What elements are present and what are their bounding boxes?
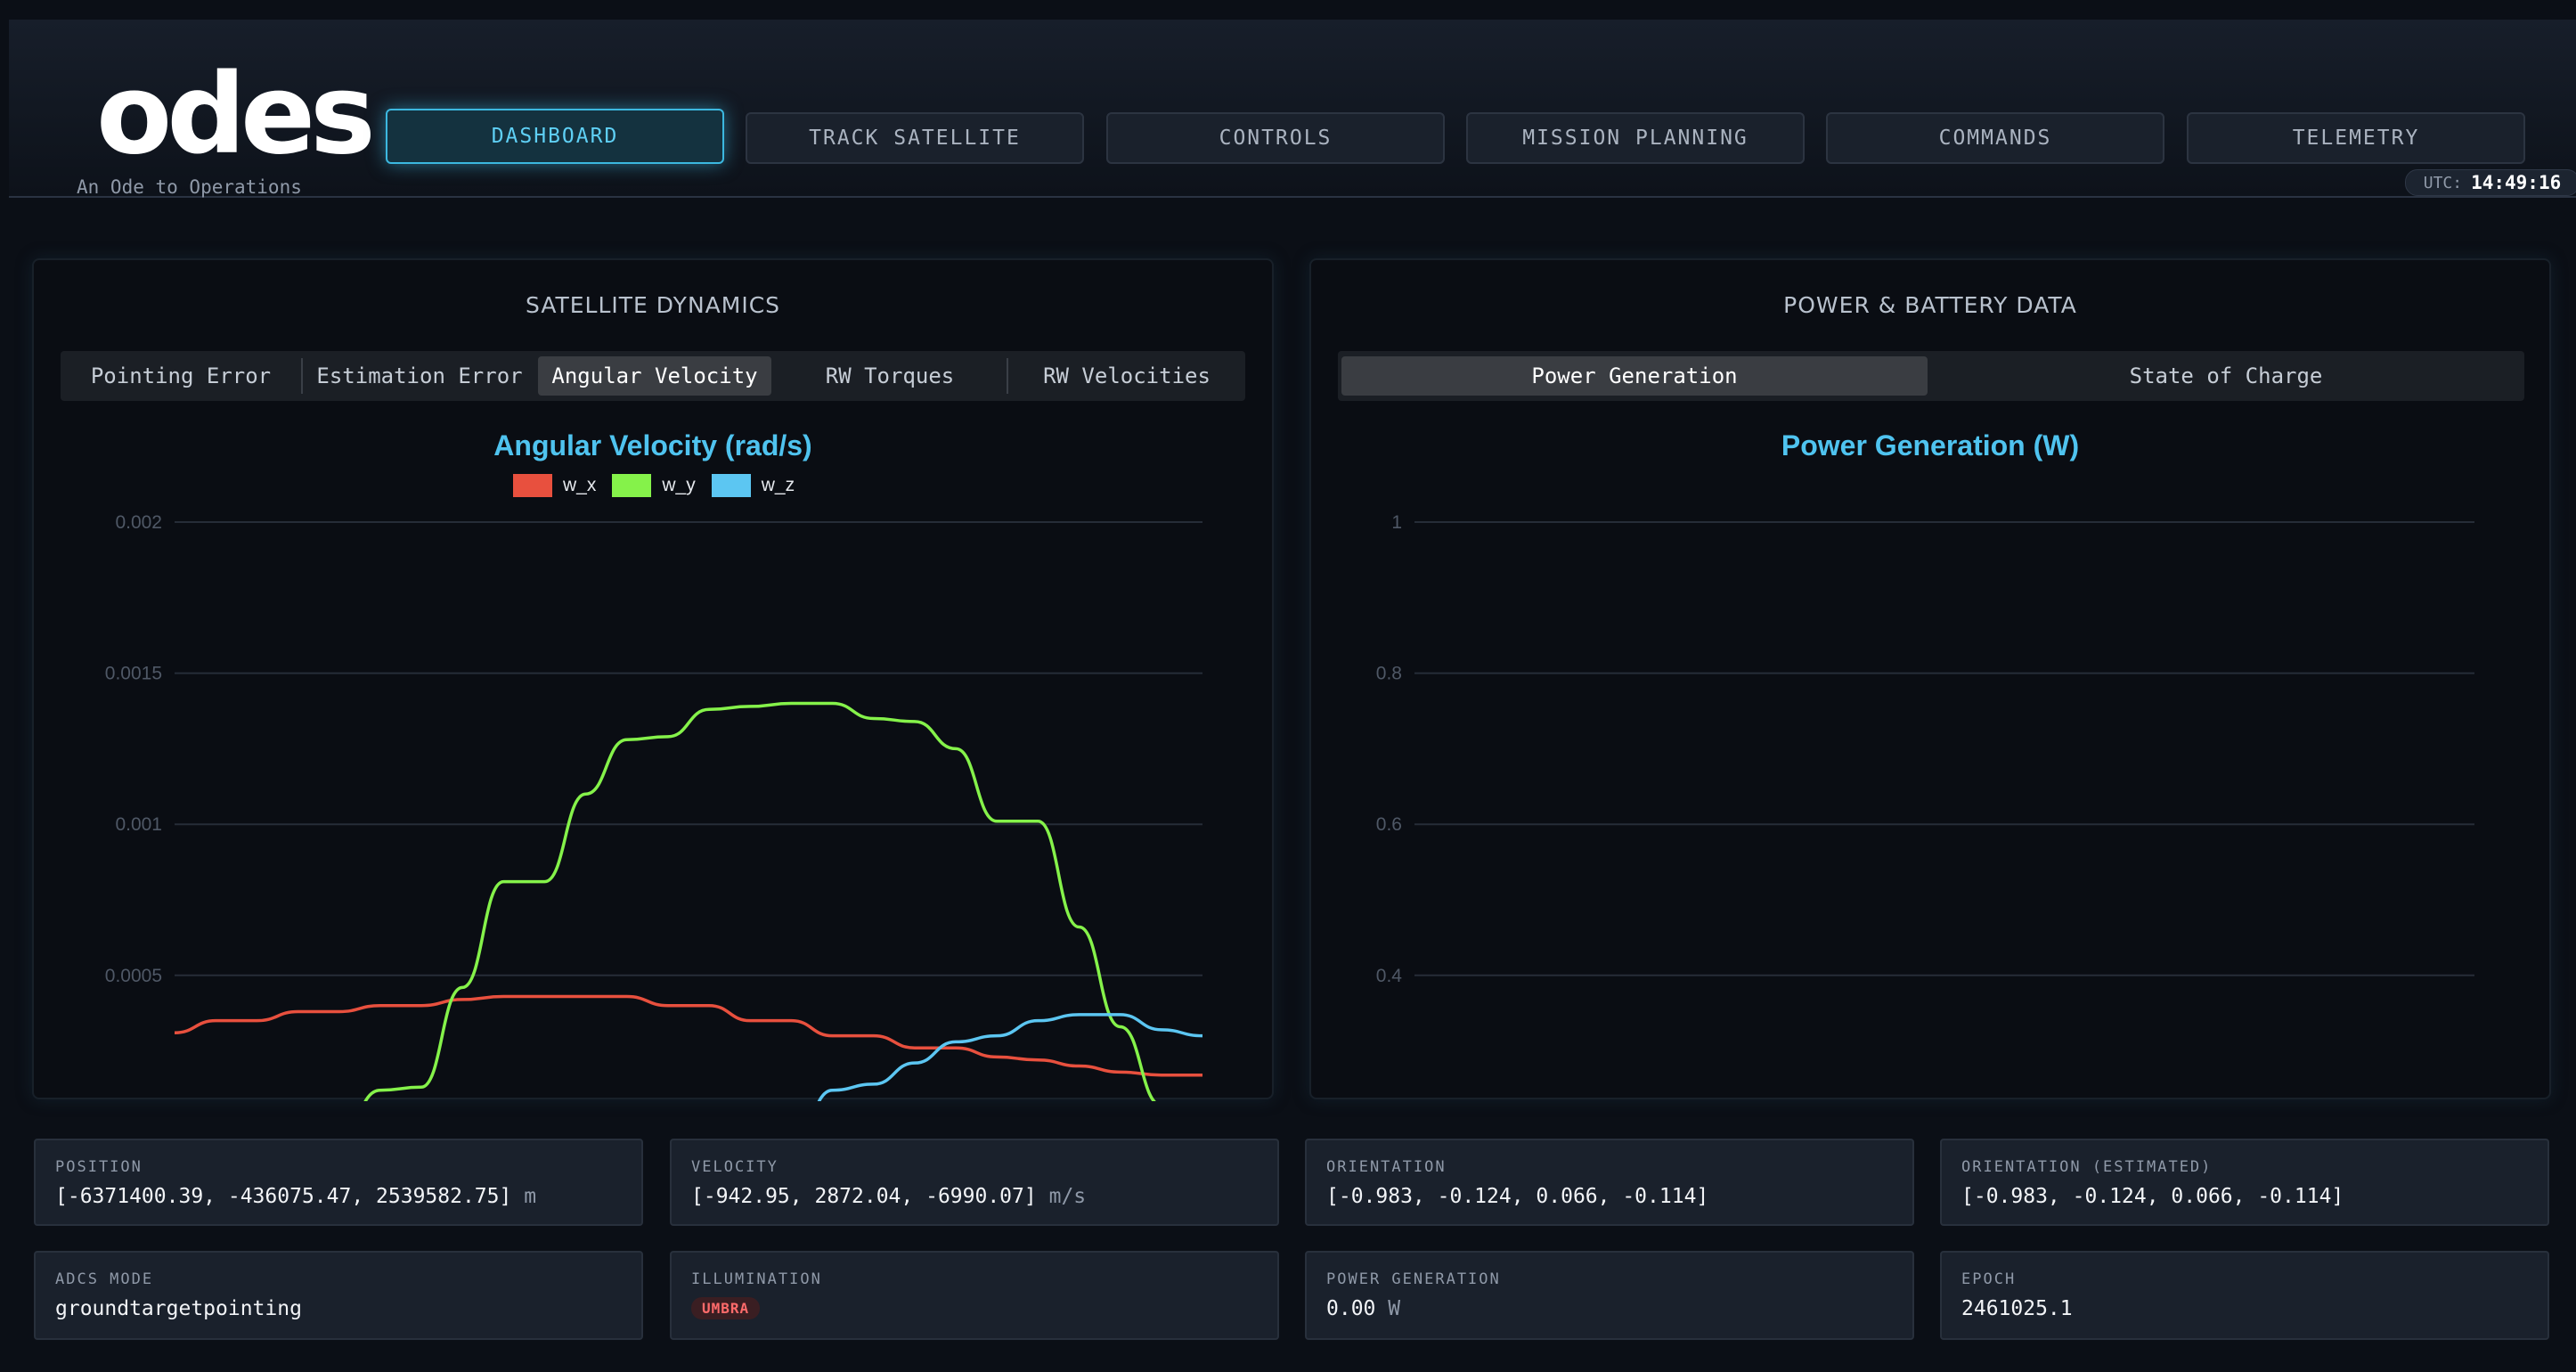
position-unit: m <box>524 1185 537 1208</box>
tab-divider <box>301 358 303 394</box>
legend-item-w-z[interactable]: w_z <box>711 474 795 497</box>
y-tick-label: 0.001 <box>115 814 162 835</box>
orientation-value: [-0.983, -0.124, 0.066, -0.114] <box>1326 1185 1709 1208</box>
velocity-card: VELOCITY [-942.95, 2872.04, -6990.07] m/… <box>670 1139 1279 1226</box>
orientation-estimated-value: [-0.983, -0.124, 0.066, -0.114] <box>1961 1185 2344 1208</box>
velocity-label: VELOCITY <box>691 1158 779 1176</box>
epoch-value: 2461025.1 <box>1961 1297 2073 1320</box>
odes-logo[interactable]: odes An Ode to Operations <box>77 57 376 198</box>
y-tick-label: 1 <box>1391 512 1402 533</box>
legend-item-w-y[interactable]: w_y <box>612 474 696 497</box>
satellite-dynamics-title: SATELLITE DYNAMICS <box>525 292 781 318</box>
dynamics-tab-bar: Pointing Error Estimation Error Angular … <box>61 351 1245 401</box>
y-tick-label: 0.0005 <box>105 966 162 986</box>
power-generation-card: POWER GENERATION 0.00 W <box>1305 1251 1914 1340</box>
tab-state-of-charge[interactable]: State of Charge <box>2129 363 2323 388</box>
nav-telemetry-button[interactable]: TELEMETRY <box>2187 112 2525 164</box>
utc-time: 14:49:16 <box>2471 172 2562 193</box>
adcs-mode-label: ADCS MODE <box>55 1270 154 1288</box>
velocity-value: [-942.95, 2872.04, -6990.07] <box>691 1185 1037 1208</box>
series-line-w-z <box>817 1013 1203 1101</box>
power-generation-label: POWER GENERATION <box>1326 1270 1501 1288</box>
power-generation-value: 0.00 <box>1326 1297 1376 1320</box>
orientation-estimated-card: ORIENTATION (ESTIMATED) [-0.983, -0.124,… <box>1940 1139 2549 1226</box>
y-tick-label: 0.4 <box>1376 966 1403 986</box>
illumination-status-badge: UMBRA <box>691 1297 761 1319</box>
power-generation-chart-title: Power Generation (W) <box>1781 429 2080 461</box>
power-battery-panel: POWER & BATTERY DATA Power Generation St… <box>1309 258 2551 1099</box>
nav-commands-button[interactable]: COMMANDS <box>1826 112 2164 164</box>
power-battery-title: POWER & BATTERY DATA <box>1783 292 2077 318</box>
utc-label: UTC: <box>2423 173 2463 192</box>
utc-clock: UTC: 14:49:16 <box>2405 169 2576 196</box>
legend-item-w-x[interactable]: w_x <box>513 474 596 497</box>
power-generation-chart[interactable]: 10.80.60.40.20 <box>1311 260 2553 1101</box>
power-tab-bar: Power Generation State of Charge <box>1338 351 2524 401</box>
tab-divider <box>1007 358 1008 394</box>
nav-track-satellite-button[interactable]: TRACK SATELLITE <box>746 112 1084 164</box>
y-tick-label: 0.8 <box>1376 664 1402 684</box>
position-label: POSITION <box>55 1158 143 1176</box>
orientation-card: ORIENTATION [-0.983, -0.124, 0.066, -0.1… <box>1305 1139 1914 1226</box>
position-value: [-6371400.39, -436075.47, 2539582.75] <box>55 1185 512 1208</box>
y-tick-label: 0.6 <box>1376 814 1402 835</box>
tab-angular-velocity[interactable]: Angular Velocity <box>538 351 771 401</box>
nav-controls-button[interactable]: CONTROLS <box>1106 112 1445 164</box>
tab-pointing-error[interactable]: Pointing Error <box>90 363 272 388</box>
illumination-card: ILLUMINATION UMBRA <box>670 1251 1279 1340</box>
angular-velocity-legend: w_x w_y w_z <box>513 474 795 497</box>
nav-dashboard-button[interactable]: DASHBOARD <box>386 109 724 164</box>
tab-power-generation[interactable]: Power Generation <box>1341 351 1928 401</box>
adcs-mode-value: groundtargetpointing <box>55 1297 302 1320</box>
illumination-label: ILLUMINATION <box>691 1270 822 1288</box>
position-card: POSITION [-6371400.39, -436075.47, 25395… <box>34 1139 643 1226</box>
power-generation-unit: W <box>1388 1297 1401 1320</box>
nav-mission-planning-button[interactable]: MISSION PLANNING <box>1466 112 1805 164</box>
epoch-label: EPOCH <box>1961 1270 2017 1288</box>
logo-wordmark: odes <box>96 51 376 179</box>
series-line-w-x <box>174 994 1202 1077</box>
satellite-dynamics-panel: SATELLITE DYNAMICS Pointing Error Estima… <box>32 258 1276 1101</box>
adcs-mode-card: ADCS MODE groundtargetpointing <box>34 1251 643 1340</box>
tab-rw-velocities[interactable]: RW Velocities <box>1043 363 1211 388</box>
logo-tagline: An Ode to Operations <box>77 176 302 198</box>
y-tick-label: 0.002 <box>115 512 162 533</box>
velocity-unit: m/s <box>1048 1185 1087 1208</box>
y-tick-label: 0.0015 <box>105 664 162 684</box>
epoch-card: EPOCH 2461025.1 <box>1940 1251 2549 1340</box>
tab-estimation-error[interactable]: Estimation Error <box>316 363 523 388</box>
series-line-w-y <box>363 701 1157 1101</box>
orientation-label: ORIENTATION <box>1326 1158 1447 1176</box>
tab-rw-torques[interactable]: RW Torques <box>825 363 955 388</box>
orientation-estimated-label: ORIENTATION (ESTIMATED) <box>1961 1158 2213 1176</box>
angular-velocity-chart-title: Angular Velocity (rad/s) <box>493 429 812 461</box>
header-bar: odes An Ode to Operations DASHBOARD TRAC… <box>9 20 2576 198</box>
